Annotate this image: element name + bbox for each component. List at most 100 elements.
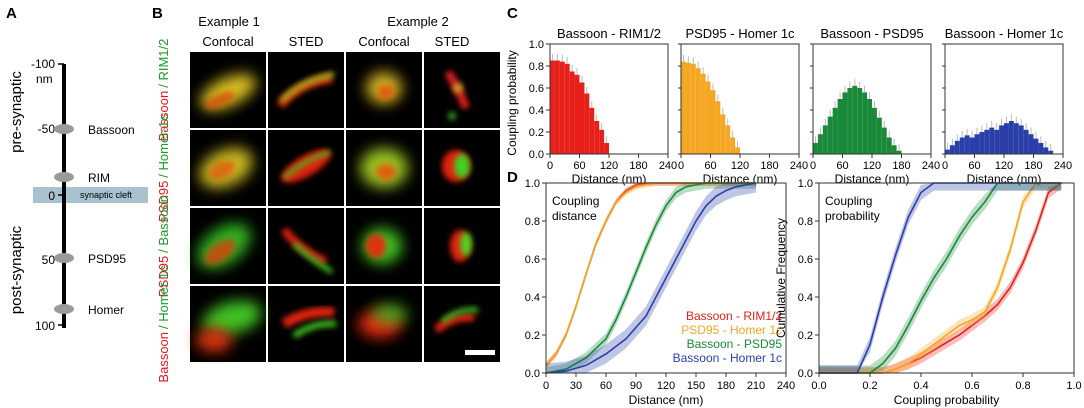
bar (832, 107, 838, 154)
bar (589, 107, 595, 154)
x-tick-label: 180 (1024, 160, 1042, 172)
bar (564, 63, 570, 154)
protein-label-rim: RIM (88, 171, 110, 185)
bar (725, 125, 731, 154)
tile-r1-sted-2 (444, 69, 470, 120)
row-label: PSD95/ Bassoon (156, 195, 171, 297)
row-label: Bassoon/ Homer 1c (156, 265, 171, 383)
example2-title: Example 2 (387, 14, 448, 29)
tick-label: 50 (42, 253, 56, 267)
x-tick-label: 30 (570, 380, 582, 392)
bar (984, 129, 990, 154)
post-synaptic-label: post-synaptic (8, 225, 25, 314)
bar (979, 132, 985, 154)
panel-label-b: B (152, 5, 163, 22)
tick-label: -50 (38, 122, 56, 136)
chart-title: Bassoon - PSD95 (820, 26, 923, 41)
bar (710, 90, 716, 154)
bar (730, 137, 736, 154)
bar (1048, 150, 1054, 154)
tile-r1-confocal-1 (200, 74, 256, 110)
x-tick-label: 120 (600, 160, 618, 172)
bar (817, 134, 823, 154)
y-tick-label: 1.0 (525, 178, 540, 190)
bar (886, 137, 892, 154)
y-tick-label: 0.2 (525, 330, 540, 342)
bar (695, 68, 701, 154)
series-band (819, 183, 1062, 373)
y-tick-label: 0.4 (525, 292, 540, 304)
col-label-confocal-2: Confocal (358, 34, 409, 49)
bar (989, 127, 995, 154)
series-line (819, 182, 1062, 374)
scale-bar (465, 350, 495, 355)
x-tick-label: 240 (922, 160, 940, 172)
bar (690, 63, 696, 154)
chart-title: Coupling (552, 194, 599, 208)
tile-r2-sted-1 (281, 149, 331, 183)
bar (1004, 123, 1009, 154)
bar (715, 101, 721, 154)
bar (584, 93, 590, 154)
bar (569, 71, 575, 154)
bar (867, 99, 872, 154)
x-tick-label: 90 (630, 380, 642, 392)
legend-entry: Bassoon - PSD95 (687, 337, 783, 351)
x-tick-label: 0.2 (862, 380, 877, 392)
bar (999, 125, 1004, 154)
panel-label-a: A (6, 5, 17, 22)
x-tick-label: 210 (747, 380, 765, 392)
tile-r2-confocal-1 (199, 147, 253, 189)
col-label-sted-2: STED (435, 34, 470, 49)
x-tick-label: 60 (573, 160, 585, 172)
charts: Bassoon - RIM1/2 0 60 120 180 240 Distance (nm… (505, 26, 1082, 407)
bar (574, 74, 580, 154)
histogram-3: Bassoon - PSD95 0 60 120 180 240 Distance (nm) (810, 26, 940, 186)
bar (705, 81, 711, 154)
legend-entry: Bassoon - RIM1/2 (686, 309, 782, 323)
unit-label: nm (36, 72, 53, 86)
x-tick-label: 60 (704, 160, 716, 172)
coupling-distance-chart: 0 30 60 90 120 150 180 210 240 0.0 0.2 0.4 0.6 0.8 1.0… (525, 178, 795, 407)
bar (949, 145, 955, 154)
x-tick-label: 240 (1054, 160, 1072, 172)
x-axis-label: Distance (nm) (835, 172, 910, 186)
x-tick-label: 120 (731, 160, 749, 172)
x-tick-label: 180 (892, 160, 910, 172)
bar (954, 140, 960, 154)
pre-synaptic-label: pre-synaptic (8, 71, 25, 153)
y-tick-label: 0.4 (798, 292, 813, 304)
legend-entry: PSD95 - Homer 1c (681, 323, 782, 337)
x-axis-label: Coupling probability (894, 393, 999, 407)
tick-label: 100 (35, 319, 55, 333)
x-tick-label: 60 (836, 160, 848, 172)
y-tick-label: 0.6 (525, 254, 540, 266)
protein-marker (54, 304, 74, 314)
bar (872, 107, 877, 154)
x-tick-label: 150 (687, 380, 705, 392)
tile-r3-confocal-2 (362, 228, 402, 264)
bar (862, 92, 868, 154)
x-tick-label: 120 (657, 380, 675, 392)
panel-label-d: D (507, 169, 518, 186)
x-tick-label: 180 (629, 160, 647, 172)
x-tick-label: 120 (995, 160, 1013, 172)
synaptic-cleft-label: synaptic cleft (80, 190, 133, 200)
bar (822, 125, 828, 154)
x-tick-label: 0.4 (913, 380, 928, 392)
tile-r1-confocal-2 (366, 72, 402, 104)
bar (1038, 143, 1044, 154)
tick-label: 0 (48, 189, 55, 203)
x-tick-label: 240 (659, 160, 677, 172)
x-tick-label: 0 (543, 380, 549, 392)
bar (720, 114, 726, 154)
x-tick-label: 0 (942, 160, 948, 172)
tick-label: -100 (31, 57, 55, 71)
bar (842, 92, 848, 154)
protein-label-bassoon: Bassoon (88, 123, 135, 137)
bar (891, 145, 897, 154)
legend-entry: Bassoon - Homer 1c (673, 351, 782, 365)
x-tick-label: 180 (717, 380, 735, 392)
bar (813, 143, 818, 154)
x-tick-label: 0.6 (964, 380, 979, 392)
